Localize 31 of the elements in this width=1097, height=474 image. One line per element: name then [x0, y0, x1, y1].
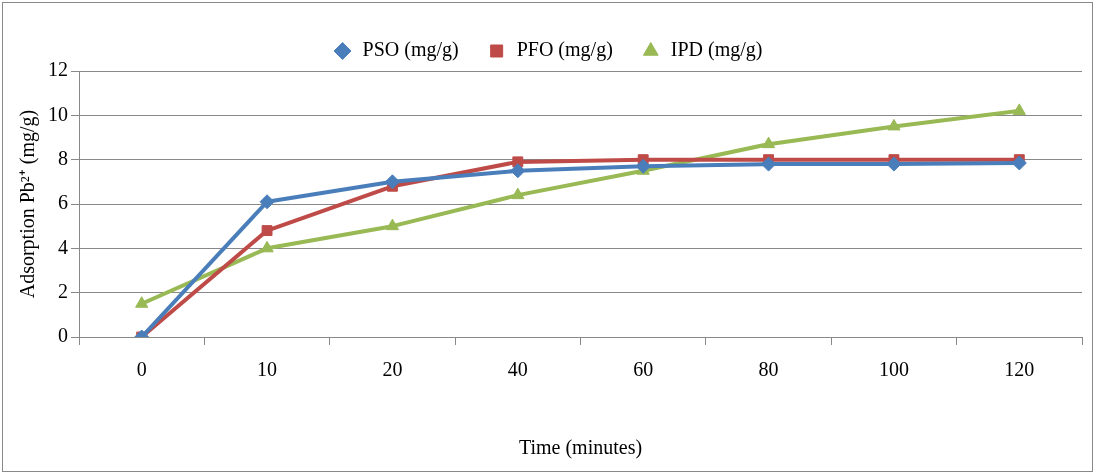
point	[886, 156, 902, 172]
point	[511, 187, 525, 200]
y-tick-label: 6	[58, 191, 68, 214]
legend-label: PFO (mg/g)	[516, 38, 613, 62]
y-axis-title: Adsorption Pb²⁺ (mg/g)	[16, 109, 40, 299]
point	[762, 136, 776, 149]
x-axis-title: Time (minutes)	[518, 436, 643, 460]
point	[261, 225, 273, 237]
y-tick-label: 2	[58, 279, 68, 302]
x-tick-label: 120	[1004, 358, 1035, 381]
x-tick-label: 0	[136, 358, 147, 381]
y-tick-label: 0	[58, 324, 68, 347]
point	[135, 296, 149, 308]
y-tick-label: 12	[48, 58, 68, 81]
point	[384, 174, 400, 190]
x-tick-label: 10	[257, 358, 278, 381]
legend-label: IPD (mg/g)	[670, 38, 763, 62]
x-tick-label: 60	[633, 358, 654, 381]
y-tick-label: 4	[58, 235, 68, 258]
legend-label: PSO (mg/g)	[362, 38, 459, 62]
point	[259, 194, 275, 210]
y-tick-label: 8	[58, 146, 68, 169]
y-tick-label: 10	[48, 102, 68, 125]
point	[635, 158, 651, 174]
x-tick-label: 40	[507, 358, 528, 381]
x-tick-label: 100	[878, 358, 909, 381]
x-tick-label: 80	[758, 358, 779, 381]
point	[385, 218, 399, 231]
x-tick-label: 20	[382, 358, 403, 381]
point	[510, 163, 526, 179]
point	[260, 240, 274, 253]
